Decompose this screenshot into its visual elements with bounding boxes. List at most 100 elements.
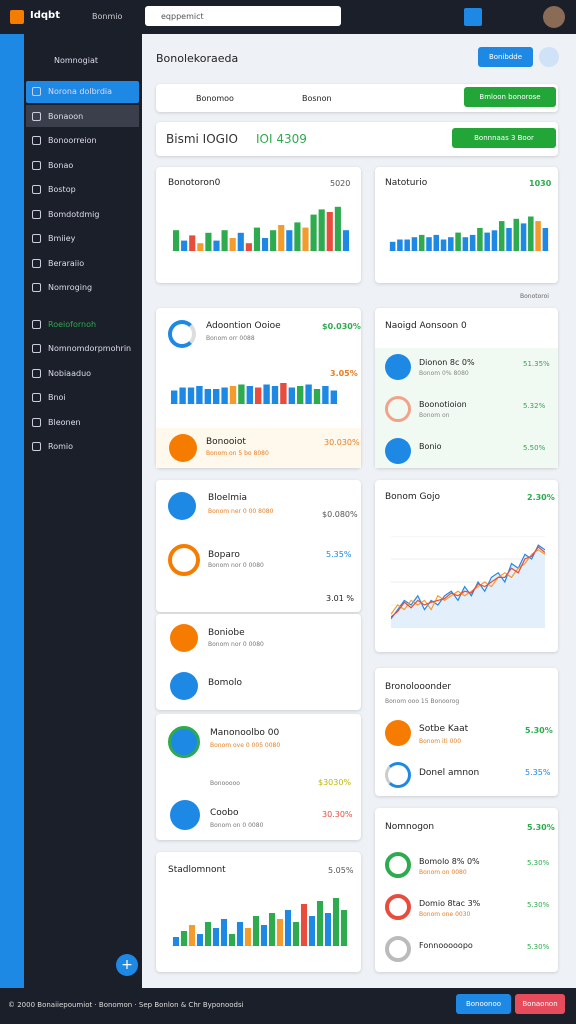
bar: [179, 387, 186, 404]
bar: [288, 387, 295, 404]
sidebar-icon: [32, 344, 41, 353]
row-icon: [385, 438, 411, 464]
list-card: Nomnogon 5.30% Bomolo 8% 0% Bonom on 0080…: [375, 808, 558, 972]
sidebar-item[interactable]: Nobiaaduo: [48, 368, 92, 378]
bar: [332, 898, 340, 946]
line-chart: [391, 536, 545, 628]
bar: [308, 916, 316, 946]
sidebar-item[interactable]: Bonao: [48, 160, 74, 170]
card-title: Adoontion Ooioe: [206, 321, 281, 331]
sidebar-icon: [32, 319, 41, 329]
row-value: 5.30%: [527, 901, 550, 909]
ring: [168, 544, 200, 576]
sidebar-item[interactable]: Bnoi: [48, 393, 66, 402]
bar: [172, 230, 180, 251]
bar: [196, 934, 204, 946]
avatar[interactable]: [543, 6, 565, 28]
sidebar-item[interactable]: Nomroging: [48, 283, 93, 292]
footer: © 2000 Bonaiiepoumiot · Bonomon · Sep Bo…: [0, 988, 576, 1024]
row-value: 5.35%: [326, 550, 352, 559]
bar-chart: [389, 216, 549, 251]
search[interactable]: eqppemict: [145, 6, 341, 26]
bar-chart: [172, 898, 348, 946]
header-button[interactable]: Bonibdde: [478, 47, 533, 67]
filter-label: Bosnon: [302, 94, 332, 103]
row-value: 5.50%: [523, 444, 546, 452]
banner-text: Bismi IOGIO: [166, 132, 238, 146]
row-sub: Bonom one 0030: [419, 911, 471, 918]
bar: [310, 214, 317, 251]
bar: [212, 928, 220, 946]
bar: [433, 234, 440, 251]
footer-button[interactable]: Bonaonon: [515, 994, 565, 1014]
bar: [440, 239, 447, 251]
sidebar-item[interactable]: Bleonen: [48, 417, 81, 427]
filter-label: Bonomoo: [196, 94, 234, 103]
bar: [389, 241, 396, 251]
card-value: 5020: [330, 179, 351, 188]
bar: [455, 232, 461, 251]
bar: [322, 386, 329, 404]
fab[interactable]: +: [116, 954, 138, 976]
chart-card: Natoturio 1030: [375, 167, 558, 283]
card-value: 1030: [529, 179, 552, 188]
icon: [170, 672, 198, 700]
bar: [513, 218, 520, 251]
bar: [180, 931, 188, 946]
active-bg: [26, 81, 139, 103]
filter-button[interactable]: Bmloon bonorose: [464, 87, 556, 107]
sidebar-item[interactable]: Nomnomdorpmohrin: [48, 344, 132, 353]
list-card: Manonoolbo 00 Bonom ove 0 005 0080 Bonoo…: [156, 714, 361, 840]
logo-icon: [10, 10, 24, 24]
sidebar-item[interactable]: Norona dolbrdia: [48, 87, 113, 96]
bar: [300, 904, 308, 946]
row-title: Sotbe Kaat: [419, 724, 469, 734]
chart-value: 3.05%: [330, 369, 358, 378]
sidebar-icon: [32, 185, 41, 194]
bar: [255, 387, 262, 404]
sidebar-item[interactable]: Bonaoon: [48, 111, 84, 121]
footer-button[interactable]: Bonoonoo: [456, 994, 511, 1014]
sidebar-item[interactable]: Romio: [48, 442, 74, 451]
banner-button[interactable]: Bonnnaas 3 Boor: [452, 128, 556, 148]
sidebar-icon: [32, 393, 41, 402]
sidebar-item[interactable]: Bonoorreion: [48, 136, 97, 145]
row-title: Bomolo 8% 0%: [419, 857, 480, 866]
bar: [197, 243, 204, 251]
chart-card: Bonom Gojo 2.30%: [375, 480, 558, 652]
sidebar-item[interactable]: Bomdotdmig: [48, 209, 100, 219]
bar: [448, 237, 454, 251]
sidebar-icon: [32, 111, 41, 121]
banner: Bismi IOGIO IOI 4309 Bonnnaas 3 Boor: [156, 122, 558, 156]
bar: [276, 919, 284, 946]
topbar: Idqbt Bonmio eqppemict: [0, 0, 576, 34]
help[interactable]: [539, 47, 559, 67]
bar: [221, 230, 228, 251]
row-title: Bonio: [419, 442, 442, 451]
row-title: Coobo: [210, 808, 239, 818]
bar: [172, 937, 180, 946]
row-value: 5.30%: [525, 726, 553, 735]
bar: [260, 925, 268, 946]
bar: [220, 919, 228, 946]
sidebar-item[interactable]: Beraraiio: [48, 258, 85, 268]
icon: [385, 720, 411, 746]
alert-value: 30.030%: [324, 438, 360, 447]
bar: [271, 386, 279, 404]
banner-highlight: IOI 4309: [256, 132, 307, 146]
sidebar-item[interactable]: Roeiofornoh: [48, 319, 97, 329]
sidebar-item[interactable]: Bostop: [48, 185, 76, 194]
sidebar-icon: [32, 234, 41, 243]
bar: [316, 901, 324, 946]
bar: [404, 239, 410, 251]
icon: [168, 726, 200, 758]
nav-link[interactable]: Bonmio: [92, 12, 123, 21]
sidebar-item[interactable]: Bmiiey: [48, 234, 76, 243]
bar: [246, 386, 253, 404]
card-sub: Bonom ner 0 00 8080: [208, 508, 274, 515]
page-title: Bonolekoraeda: [156, 52, 239, 65]
card-value: 5.30%: [527, 823, 555, 832]
card-title: Stadlomnont: [168, 865, 226, 875]
bar: [535, 221, 541, 251]
icon-button[interactable]: [464, 8, 482, 26]
